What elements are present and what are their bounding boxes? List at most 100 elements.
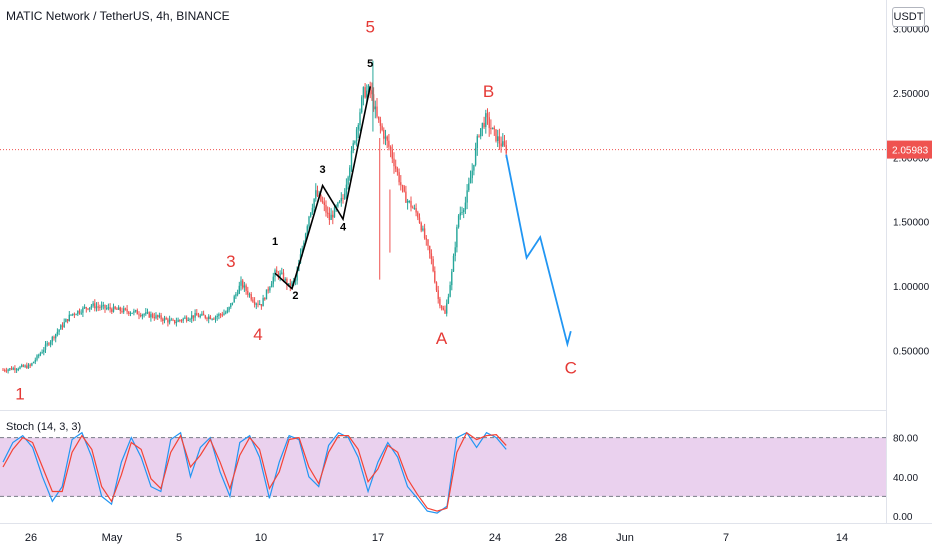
time-tick-label: 28: [555, 532, 567, 544]
currency-button[interactable]: USDT: [892, 7, 925, 27]
candle-body: [104, 304, 106, 309]
wave-label: 3: [226, 252, 235, 271]
candle-body: [440, 305, 443, 309]
candle-body: [374, 106, 376, 110]
candle-body: [236, 293, 239, 295]
candle-body: [174, 320, 176, 324]
candle-body: [352, 143, 354, 151]
candle-body: [386, 136, 388, 141]
candle-body: [430, 253, 433, 260]
candle-body: [412, 207, 414, 209]
candle-body: [357, 125, 359, 130]
candle-body: [252, 299, 254, 302]
candle-body: [34, 359, 36, 362]
candle-body: [55, 334, 57, 339]
candle-body: [485, 113, 487, 128]
candle-body: [97, 306, 99, 308]
candle-body: [153, 316, 155, 319]
candle-body: [201, 313, 203, 316]
candle-body: [401, 184, 404, 187]
candle-body: [372, 94, 375, 110]
candle-body: [310, 212, 312, 217]
candle-body: [131, 312, 133, 314]
candle-body: [403, 186, 405, 192]
candle-body: [474, 148, 477, 165]
candle-body: [389, 146, 392, 151]
candle-body: [167, 319, 169, 323]
candle-body: [128, 311, 130, 314]
candle-body: [349, 167, 351, 178]
time-tick-label: 17: [372, 532, 384, 544]
candle-body: [24, 365, 26, 367]
candle-body: [31, 363, 33, 366]
candle-body: [170, 319, 172, 321]
time-tick-label: Jun: [616, 532, 634, 544]
candle-body: [145, 312, 147, 315]
candle-body: [378, 116, 380, 120]
stoch-band: [0, 437, 886, 497]
candle-body: [100, 305, 103, 308]
candle-body: [304, 233, 307, 243]
candle-body: [2, 369, 4, 371]
candle-body: [488, 117, 490, 128]
stoch-label[interactable]: Stoch (14, 3, 3): [6, 421, 82, 433]
candle-body: [461, 211, 463, 213]
candle-body: [454, 247, 456, 256]
candle-body: [117, 307, 120, 310]
candle-body: [396, 168, 399, 173]
candle-body: [320, 194, 322, 202]
candle-body: [330, 214, 332, 220]
candle-body: [29, 364, 31, 366]
stoch-tick-label: 0.00: [893, 512, 913, 523]
candle-body: [172, 319, 174, 321]
time-tick-label: 5: [176, 532, 182, 544]
wave-label: 1: [272, 236, 278, 248]
candle-body: [107, 307, 110, 309]
candle-body: [272, 276, 274, 284]
candle-body: [420, 222, 422, 231]
candle-body: [248, 294, 251, 296]
candle-body: [247, 290, 249, 295]
candle-body: [503, 141, 506, 146]
candle-body: [109, 307, 111, 310]
wave-label: 5: [365, 17, 374, 36]
candle-body: [282, 272, 285, 281]
candle-body: [364, 87, 366, 98]
candle-body: [468, 183, 470, 191]
candle-body: [452, 255, 455, 272]
candle-body: [505, 145, 507, 154]
candle-body: [255, 303, 257, 305]
stoch-tick-label: 40.00: [893, 473, 918, 484]
candle-body: [202, 313, 205, 316]
candle-body: [294, 280, 297, 282]
candle-body: [333, 207, 336, 218]
candle-body: [287, 283, 290, 286]
candle-body: [228, 307, 230, 311]
candle-body: [301, 248, 303, 255]
candle-body: [405, 191, 407, 203]
candle-body: [189, 319, 191, 321]
candle-body: [19, 366, 21, 369]
candle-body: [483, 122, 485, 128]
candle-body: [5, 370, 8, 372]
candle-body: [216, 315, 218, 317]
candle-body: [393, 158, 395, 167]
wave-label: C: [565, 359, 577, 378]
candle-body: [347, 177, 349, 185]
candle-body: [133, 310, 135, 313]
candle-body: [63, 322, 65, 327]
candle-body: [313, 198, 315, 208]
candle-body: [491, 127, 494, 130]
candle-body: [27, 364, 30, 369]
candle-body: [17, 368, 19, 370]
candle-body: [434, 271, 436, 283]
candle-body: [442, 308, 444, 310]
candle-body: [46, 343, 48, 345]
candle-body: [466, 190, 468, 203]
candle-body: [14, 368, 16, 370]
price-tick-label: 2.00000: [893, 153, 930, 164]
candle-body: [221, 314, 223, 316]
candle-body: [481, 122, 484, 129]
candle-body: [337, 202, 339, 207]
